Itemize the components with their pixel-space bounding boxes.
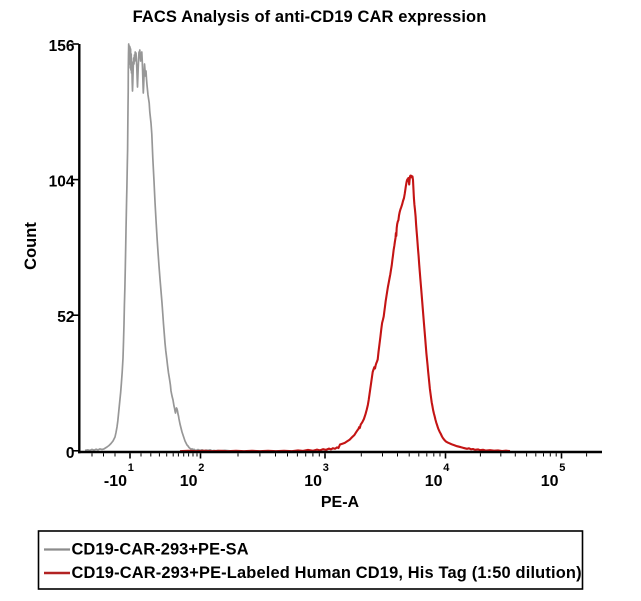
svg-text:10: 10	[541, 473, 559, 490]
svg-text:FACS Analysis of anti-CD19 CAR: FACS Analysis of anti-CD19 CAR expressio…	[133, 8, 487, 26]
svg-text:0: 0	[66, 445, 75, 462]
svg-text:10: 10	[425, 473, 443, 490]
svg-text:104: 104	[49, 174, 75, 191]
svg-text:10: 10	[304, 473, 322, 490]
svg-text:156: 156	[49, 38, 75, 55]
svg-text:CD19-CAR-293+PE-Labeled Human: CD19-CAR-293+PE-Labeled Human CD19, His …	[72, 564, 582, 582]
svg-text:3: 3	[323, 462, 329, 474]
svg-text:5: 5	[559, 462, 565, 474]
svg-text:-10: -10	[104, 473, 127, 490]
svg-text:52: 52	[57, 309, 74, 326]
svg-text:Count: Count	[22, 222, 40, 270]
svg-text:2: 2	[198, 462, 204, 474]
svg-text:1: 1	[128, 462, 134, 474]
svg-text:PE-A: PE-A	[321, 494, 360, 511]
svg-text:10: 10	[180, 473, 198, 490]
svg-text:CD19-CAR-293+PE-SA: CD19-CAR-293+PE-SA	[72, 541, 249, 559]
svg-text:4: 4	[443, 462, 450, 474]
